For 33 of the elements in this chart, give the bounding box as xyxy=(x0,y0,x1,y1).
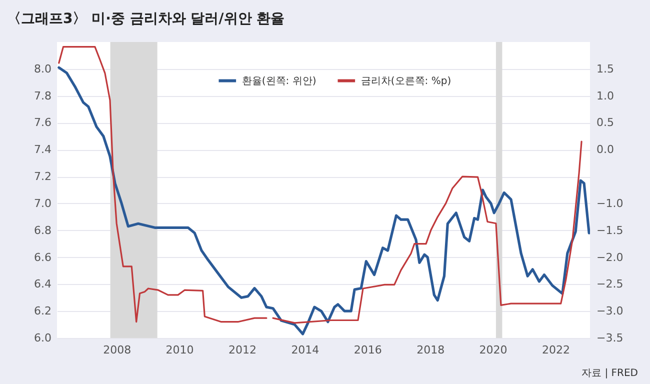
y-tick-label: 7.0 xyxy=(34,196,52,210)
x-tick-label: 2016 xyxy=(354,344,382,356)
y-tick-label: 6.4 xyxy=(34,278,52,291)
y2-tick-label: −2.5 xyxy=(596,278,624,291)
y-tick-label: 6.0 xyxy=(34,332,52,344)
x-tick-label: 2012 xyxy=(228,344,256,356)
y2-tick-label: −2.0 xyxy=(596,250,624,264)
y-tick-label: 6.8 xyxy=(34,224,52,237)
y2-tick-label: 1.0 xyxy=(596,89,614,102)
y2-tick-label: −1.5 xyxy=(596,224,624,237)
x-tick-label: 2020 xyxy=(479,344,508,356)
x-tick-label: 2014 xyxy=(291,344,320,356)
y-tick-label: 7.2 xyxy=(34,170,52,184)
x-tick-label: 2010 xyxy=(166,344,194,356)
y-tick-label: 6.6 xyxy=(34,250,52,264)
y-tick-label: 7.4 xyxy=(34,143,52,156)
y2-tick-label: 1.5 xyxy=(596,62,614,76)
y2-tick-label: −3.5 xyxy=(596,332,624,344)
y2-tick-label: −1.0 xyxy=(596,196,624,210)
x-tick-label: 2008 xyxy=(103,344,132,356)
legend-label: 환율(왼쪽: 위안) xyxy=(242,76,316,87)
y-tick-label: 7.6 xyxy=(34,116,52,130)
x-tick-label: 2022 xyxy=(542,344,570,356)
y-tick-label: 6.2 xyxy=(34,304,52,318)
y-tick-label: 7.8 xyxy=(34,89,52,102)
y2-tick-label: −3.0 xyxy=(596,304,624,318)
legend-label: 금리차(오른쪽: %p) xyxy=(360,76,452,87)
chart-title: 〈그래프3〉 미·중 금리차와 달러/위안 환율 xyxy=(7,11,285,27)
y2-tick-label: 0.5 xyxy=(596,116,614,130)
x-tick-label: 2018 xyxy=(416,344,445,356)
y2-tick-label: 0.0 xyxy=(596,143,614,156)
y-tick-label: 8.0 xyxy=(34,62,52,76)
text: 자료 | FRED xyxy=(582,367,638,380)
